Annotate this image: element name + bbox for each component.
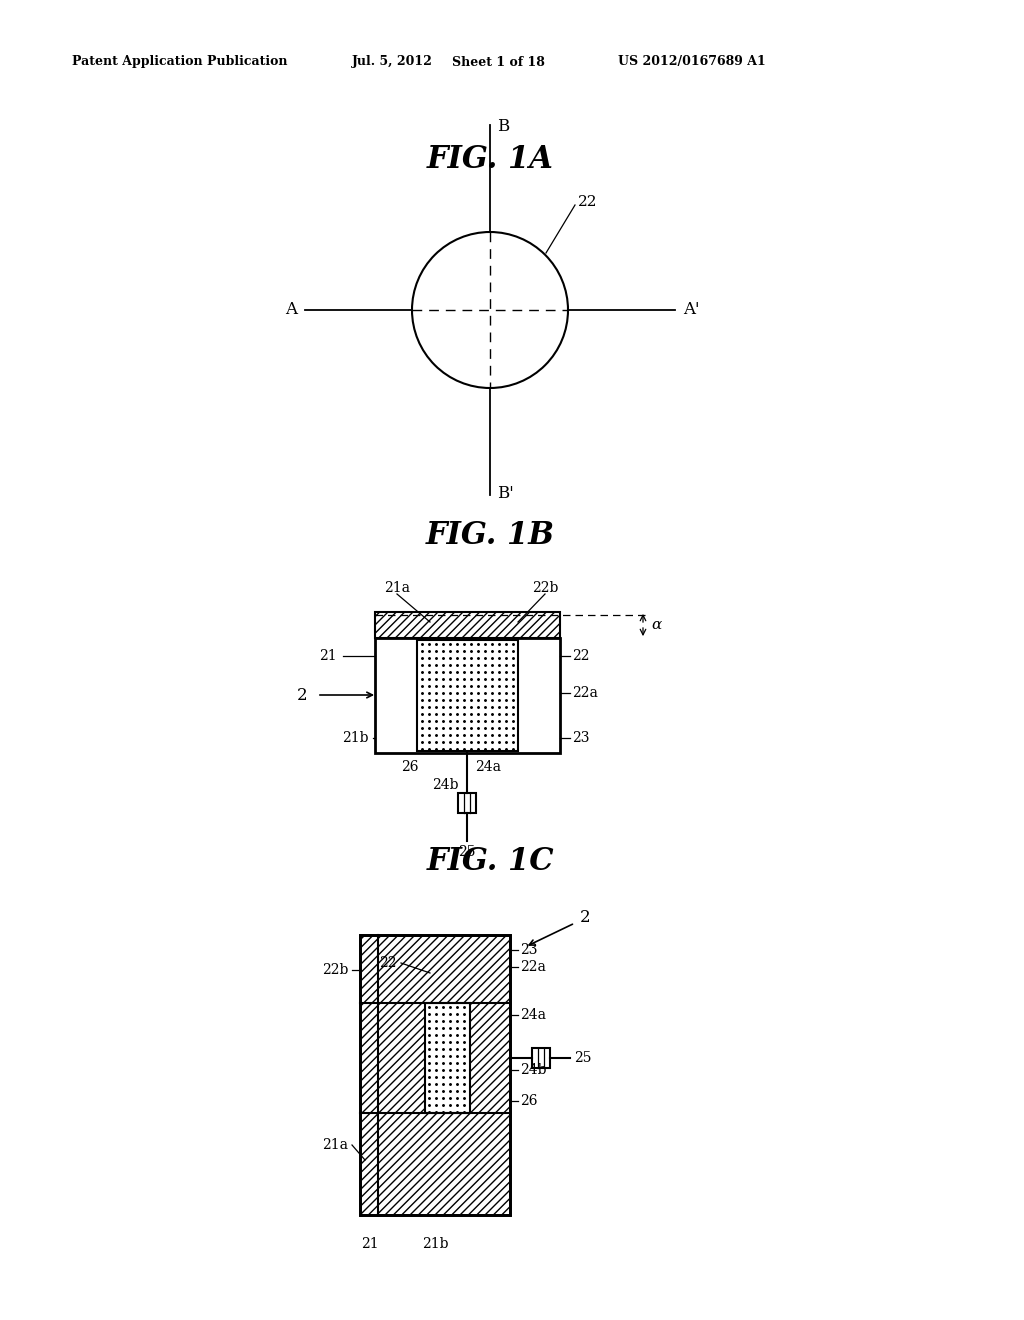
Text: 21b: 21b (422, 1237, 449, 1251)
Text: 26: 26 (520, 1094, 538, 1107)
Text: 2: 2 (296, 686, 307, 704)
Text: Patent Application Publication: Patent Application Publication (72, 55, 288, 69)
Bar (518, 638, 560, 752)
Text: B: B (497, 117, 509, 135)
Text: 21a: 21a (384, 581, 410, 595)
Text: 24b: 24b (432, 777, 459, 792)
Bar (375, 638, 560, 752)
Text: 26: 26 (401, 760, 419, 774)
Text: 22: 22 (572, 649, 590, 663)
Text: 22a: 22a (520, 960, 546, 974)
Text: 21a: 21a (322, 1138, 348, 1152)
Text: FIG. 1B: FIG. 1B (426, 520, 555, 550)
Text: 22b: 22b (322, 964, 348, 977)
Text: 21: 21 (361, 1237, 379, 1251)
Bar (425, 1003, 470, 1113)
Text: 23: 23 (572, 731, 590, 744)
Text: 25: 25 (459, 845, 476, 859)
Text: FIG. 1A: FIG. 1A (427, 144, 553, 176)
Text: α: α (651, 618, 662, 632)
Text: 25: 25 (574, 1051, 592, 1065)
Text: 21: 21 (319, 649, 337, 663)
Bar (360, 935, 510, 1214)
Text: A': A' (683, 301, 699, 318)
Text: 23: 23 (520, 942, 538, 957)
Text: US 2012/0167689 A1: US 2012/0167689 A1 (618, 55, 766, 69)
Text: 24a: 24a (475, 760, 501, 774)
Text: A: A (285, 301, 297, 318)
Bar (532, 1048, 550, 1068)
Text: 22: 22 (380, 956, 397, 970)
Bar (375, 612, 560, 638)
Text: Sheet 1 of 18: Sheet 1 of 18 (452, 55, 545, 69)
Bar (375, 638, 417, 752)
Text: 2: 2 (580, 908, 590, 925)
Text: 22b: 22b (531, 581, 558, 595)
Text: Jul. 5, 2012: Jul. 5, 2012 (352, 55, 433, 69)
Text: 24b: 24b (520, 1063, 547, 1077)
Text: 24a: 24a (520, 1008, 546, 1022)
Bar (417, 640, 518, 751)
Text: 21b: 21b (342, 731, 369, 744)
Bar (458, 793, 476, 813)
Text: FIG. 1C: FIG. 1C (426, 846, 554, 878)
Bar (360, 935, 510, 1214)
Text: B': B' (497, 484, 514, 502)
Text: 22: 22 (578, 195, 597, 209)
Text: 22a: 22a (572, 686, 598, 700)
Bar (375, 638, 560, 752)
